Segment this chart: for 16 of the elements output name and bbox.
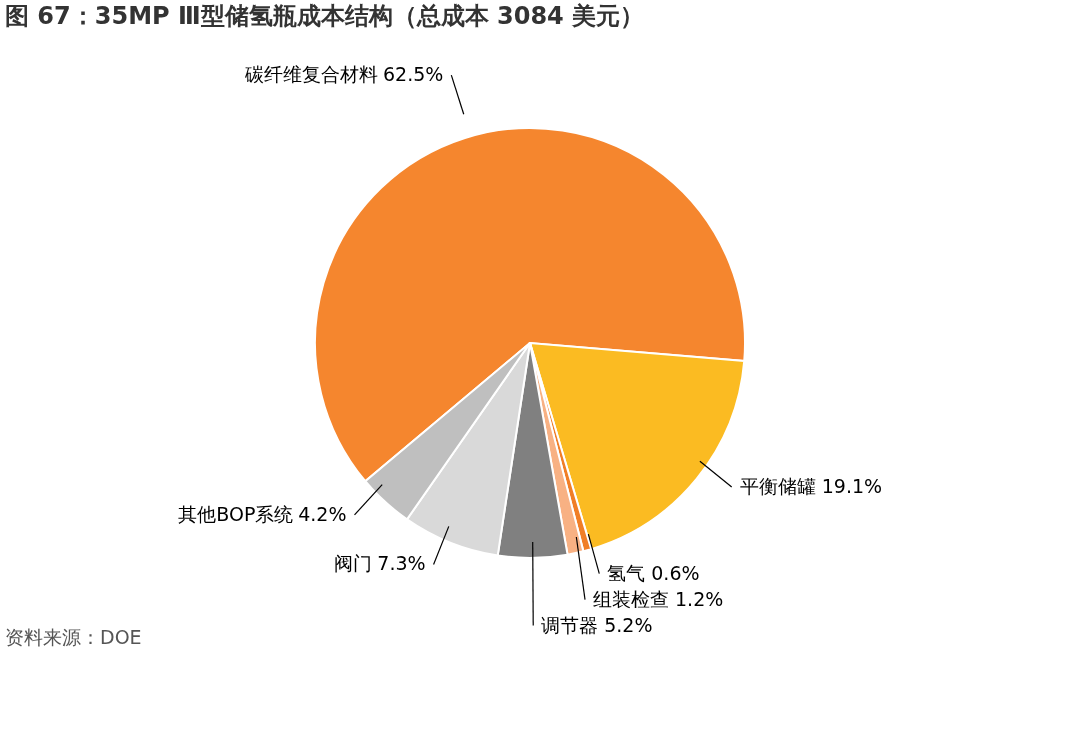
slice-label: 氢气: [607, 561, 646, 584]
data-label: 62.5%: [382, 63, 444, 86]
data-label: 4.2%: [298, 502, 347, 525]
data-label: 1.2%: [675, 587, 724, 610]
slice-label: 组装检查: [593, 587, 670, 610]
slice-label: 阀门: [334, 552, 373, 575]
slice-label: 调节器: [541, 613, 599, 636]
chart-title: 图 67：35MP Ⅲ型储氢瓶成本结构（总成本 3084 美元）: [5, 2, 645, 30]
data-label: 7.3%: [377, 552, 426, 575]
data-label: 19.1%: [821, 475, 883, 498]
data-label: 5.2%: [604, 613, 653, 636]
slice-label: 碳纤维复合材料: [244, 63, 379, 86]
slice-label: 平衡储罐: [739, 475, 816, 498]
data-label: 0.6%: [651, 561, 700, 584]
text: 资料来源：DOE: [5, 626, 142, 648]
slice-label: 其他BOP系统: [178, 502, 294, 525]
